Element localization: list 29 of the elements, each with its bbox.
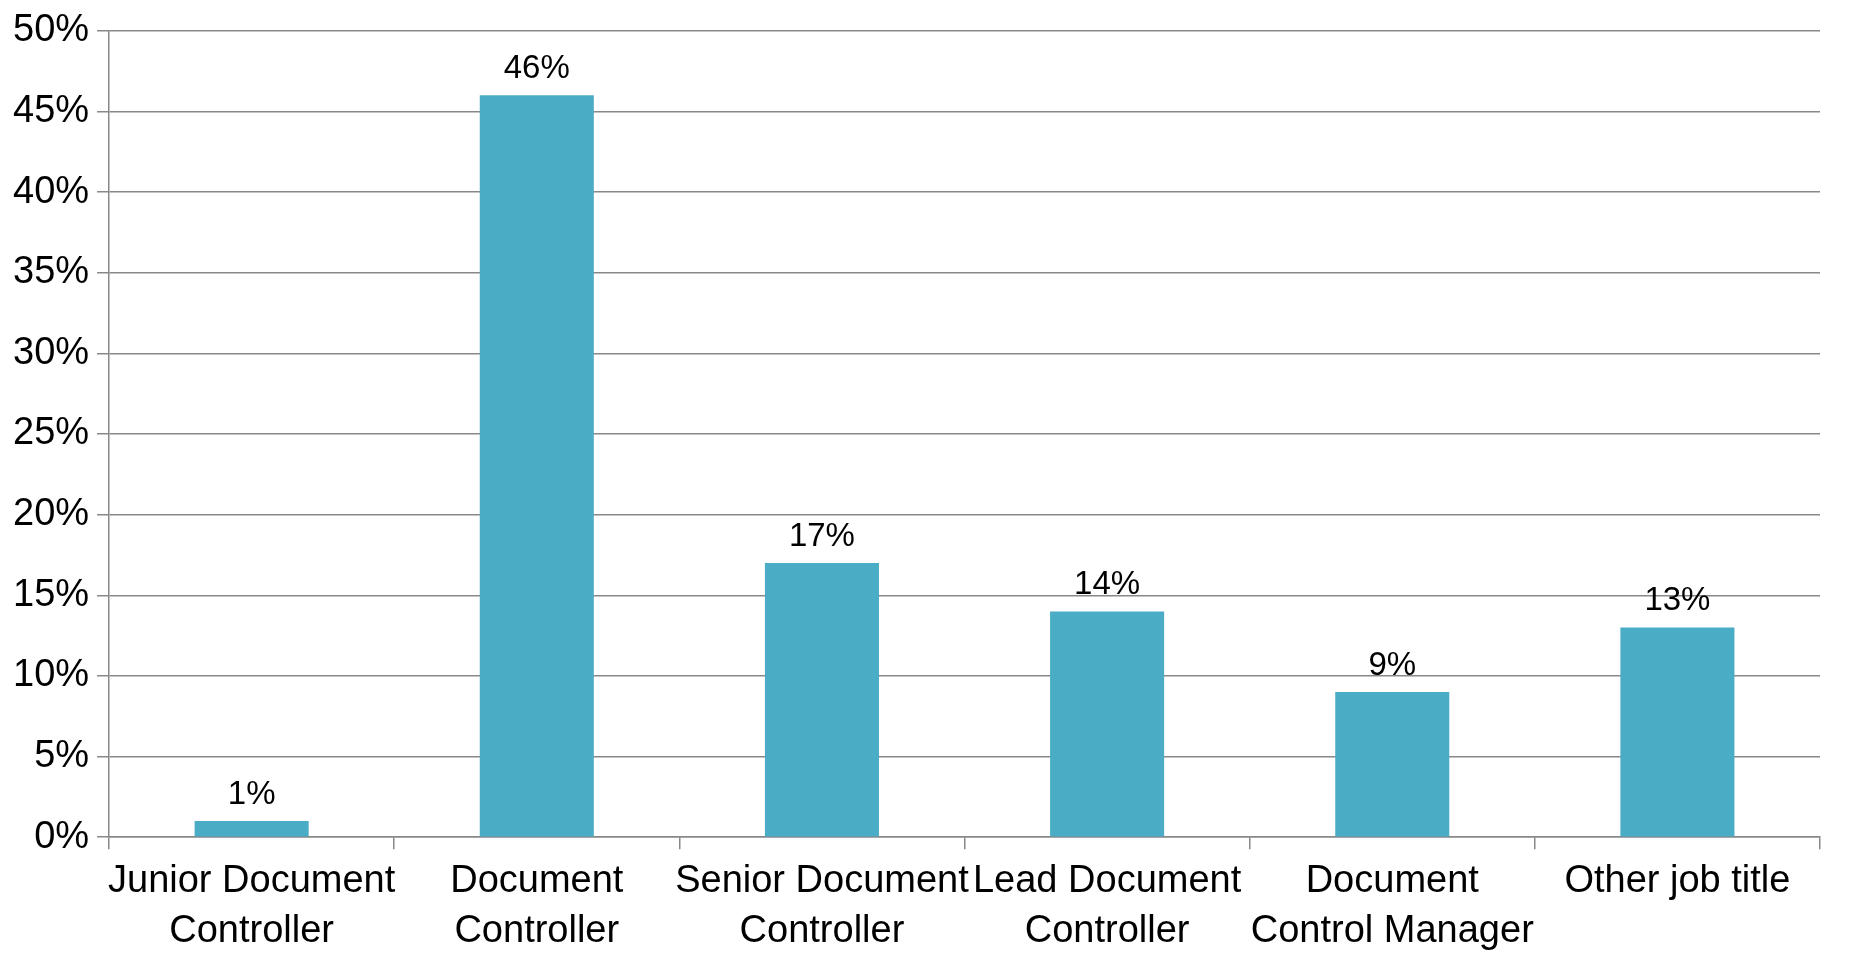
x-tick-label: Document Control Manager: [1250, 858, 1535, 950]
bar: [194, 821, 309, 837]
data-label: 14%: [1074, 564, 1141, 601]
y-tick-label: 50%: [12, 7, 90, 50]
y-tick-label: 10%: [12, 652, 90, 695]
data-label: 46%: [503, 47, 570, 85]
y-tick-label: 30%: [12, 329, 90, 372]
bar: [1335, 692, 1450, 837]
data-label: 13%: [1644, 580, 1711, 618]
x-tick-label: Other job title: [1564, 858, 1791, 901]
x-tick-label: Document Controller: [450, 858, 624, 950]
y-tick-label: 15%: [12, 571, 90, 614]
y-tick-label: 25%: [12, 410, 90, 453]
data-label: 17%: [788, 515, 855, 553]
x-tick-label: Lead Document Controller: [972, 858, 1242, 950]
y-tick-label: 5%: [34, 733, 90, 776]
bar: [1620, 627, 1735, 837]
bar: [1050, 611, 1165, 837]
y-tick-label: 45%: [12, 87, 90, 130]
bar: [764, 563, 879, 837]
data-label: 1%: [227, 773, 276, 811]
x-tick-label: Junior Document Controller: [108, 858, 396, 950]
data-label: 9%: [1368, 644, 1417, 682]
x-tick-label: Senior Document Controller: [675, 858, 970, 950]
y-tick-label: 40%: [12, 168, 90, 211]
bar: [479, 95, 594, 837]
y-tick-label: 35%: [12, 249, 90, 292]
y-tick-label: 20%: [12, 491, 90, 534]
y-tick-label: 0%: [34, 813, 90, 856]
